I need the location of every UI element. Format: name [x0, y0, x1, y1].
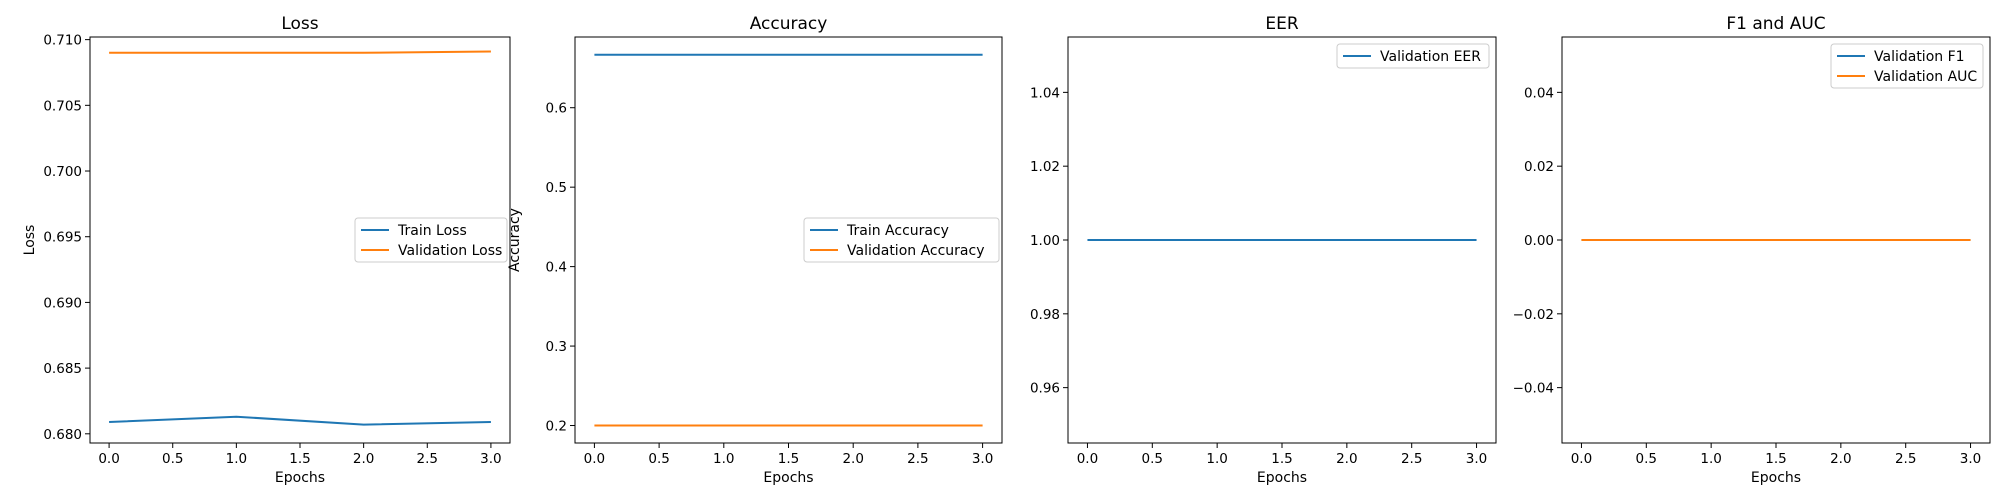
- x-tick-label: 2.5: [907, 451, 928, 467]
- legend-entry-label: Validation AUC: [1874, 69, 1977, 85]
- legend-entry-label: Validation EER: [1380, 49, 1481, 65]
- y-tick-label: 1.02: [1030, 159, 1060, 175]
- x-tick-label: 3.0: [972, 451, 993, 467]
- y-tick-label: 0.98: [1030, 307, 1060, 323]
- x-tick-label: 1.5: [289, 451, 310, 467]
- x-tick-label: 2.0: [1830, 451, 1851, 467]
- x-tick-label: 0.5: [648, 451, 669, 467]
- legend-box: [1336, 43, 1490, 69]
- axes-frame: [1067, 36, 1497, 444]
- x-tick-label: 1.5: [1765, 451, 1786, 467]
- x-tick-label: 1.0: [1206, 451, 1227, 467]
- legend-box: [354, 217, 508, 263]
- x-tick-label: 1.0: [1700, 451, 1721, 467]
- y-tick-label: 0.02: [1524, 159, 1554, 175]
- y-tick-label: 0.6: [546, 101, 567, 117]
- x-tick-label: 1.0: [713, 451, 734, 467]
- y-tick-label: 0.710: [43, 33, 82, 49]
- legend: Validation EER: [1336, 43, 1490, 69]
- legend-entry-label: Train Loss: [397, 223, 467, 239]
- y-tick-label: 0.700: [43, 164, 82, 180]
- legend-entry-label: Validation Loss: [398, 243, 502, 259]
- x-tick-label: 0.0: [584, 451, 605, 467]
- x-tick-label: 2.5: [417, 451, 438, 467]
- y-tick-label: 0.705: [43, 98, 82, 114]
- chart-title: Loss: [281, 14, 318, 34]
- chart-panel-2: Accuracy 0.0 0.5 1.0 1.5 2.0 2.5 3.0 0.2 0.3 0.4 0.…: [507, 14, 1003, 486]
- x-axis-label: Epochs: [763, 470, 813, 486]
- x-tick-label: 0.0: [1077, 451, 1098, 467]
- x-tick-label: 2.5: [1895, 451, 1916, 467]
- axes-frame: [1561, 36, 1991, 444]
- y-tick-label: 0.04: [1524, 85, 1554, 101]
- y-tick-label: 0.695: [43, 230, 82, 246]
- x-tick-label: 0.5: [1142, 451, 1163, 467]
- y-tick-label: 1.00: [1030, 233, 1060, 249]
- x-tick-label: 0.0: [98, 451, 119, 467]
- y-axis-label: Loss: [22, 225, 38, 256]
- legend: Validation F1 Validation AUC: [1830, 43, 1984, 89]
- chart-title: Accuracy: [750, 14, 828, 34]
- y-tick-label: −0.02: [1513, 307, 1554, 323]
- y-tick-label: 0.00: [1524, 233, 1554, 249]
- chart-title: F1 and AUC: [1726, 14, 1825, 34]
- x-tick-label: 2.0: [353, 451, 374, 467]
- x-tick-label: 0.5: [1636, 451, 1657, 467]
- legend-box: [803, 217, 1000, 263]
- x-tick-label: 0.0: [1571, 451, 1592, 467]
- series-line-1: [109, 415, 491, 426]
- chart-panel-1: Loss 0.0 0.5 1.0 1.5 2.0 2.5 3.0 0.680 0.685 0.690…: [22, 14, 511, 486]
- y-axis-label: Accuracy: [507, 208, 523, 272]
- x-tick-label: 2.5: [1401, 451, 1422, 467]
- legend: Train Accuracy Validation Accuracy: [803, 217, 1000, 263]
- y-tick-label: −0.04: [1513, 381, 1554, 397]
- chart-title: EER: [1265, 14, 1298, 34]
- x-tick-label: 3.0: [480, 451, 501, 467]
- chart-panel-4: F1 and AUC 0.0 0.5 1.0 1.5 2.0 2.5 3.0 −0.04 −0.0…: [1513, 14, 1991, 486]
- y-tick-label: 0.5: [546, 180, 567, 196]
- x-tick-label: 3.0: [1960, 451, 1981, 467]
- legend-box: [1830, 43, 1984, 89]
- chart-panel-3: EER 0.0 0.5 1.0 1.5 2.0 2.5 3.0 0.96 0.98 1.00 1.02…: [1030, 14, 1497, 486]
- y-tick-label: 1.04: [1030, 85, 1060, 101]
- y-tick-label: 0.690: [43, 295, 82, 311]
- x-tick-label: 1.5: [1271, 451, 1292, 467]
- x-tick-label: 1.5: [778, 451, 799, 467]
- legend-entry-label: Validation F1: [1874, 49, 1965, 65]
- x-axis-label: Epochs: [1257, 470, 1307, 486]
- x-tick-label: 0.5: [162, 451, 183, 467]
- y-tick-label: 0.680: [43, 427, 82, 443]
- legend-entry-label: Train Accuracy: [846, 223, 949, 239]
- y-tick-label: 0.3: [546, 339, 567, 355]
- x-tick-label: 1.0: [226, 451, 247, 467]
- axes-frame: [574, 36, 1003, 444]
- x-axis-label: Epochs: [1751, 470, 1801, 486]
- series-line-2: [109, 50, 491, 54]
- x-tick-label: 2.0: [842, 451, 863, 467]
- x-tick-label: 3.0: [1466, 451, 1487, 467]
- y-tick-label: 0.685: [43, 361, 82, 377]
- y-tick-label: 0.2: [546, 419, 567, 435]
- x-axis-label: Epochs: [275, 470, 325, 486]
- y-tick-label: 0.4: [546, 260, 567, 276]
- x-tick-label: 2.0: [1336, 451, 1357, 467]
- y-tick-label: 0.96: [1030, 381, 1060, 397]
- axes-frame: [89, 36, 511, 444]
- legend: Train Loss Validation Loss: [354, 217, 508, 263]
- legend-entry-label: Validation Accuracy: [847, 243, 985, 259]
